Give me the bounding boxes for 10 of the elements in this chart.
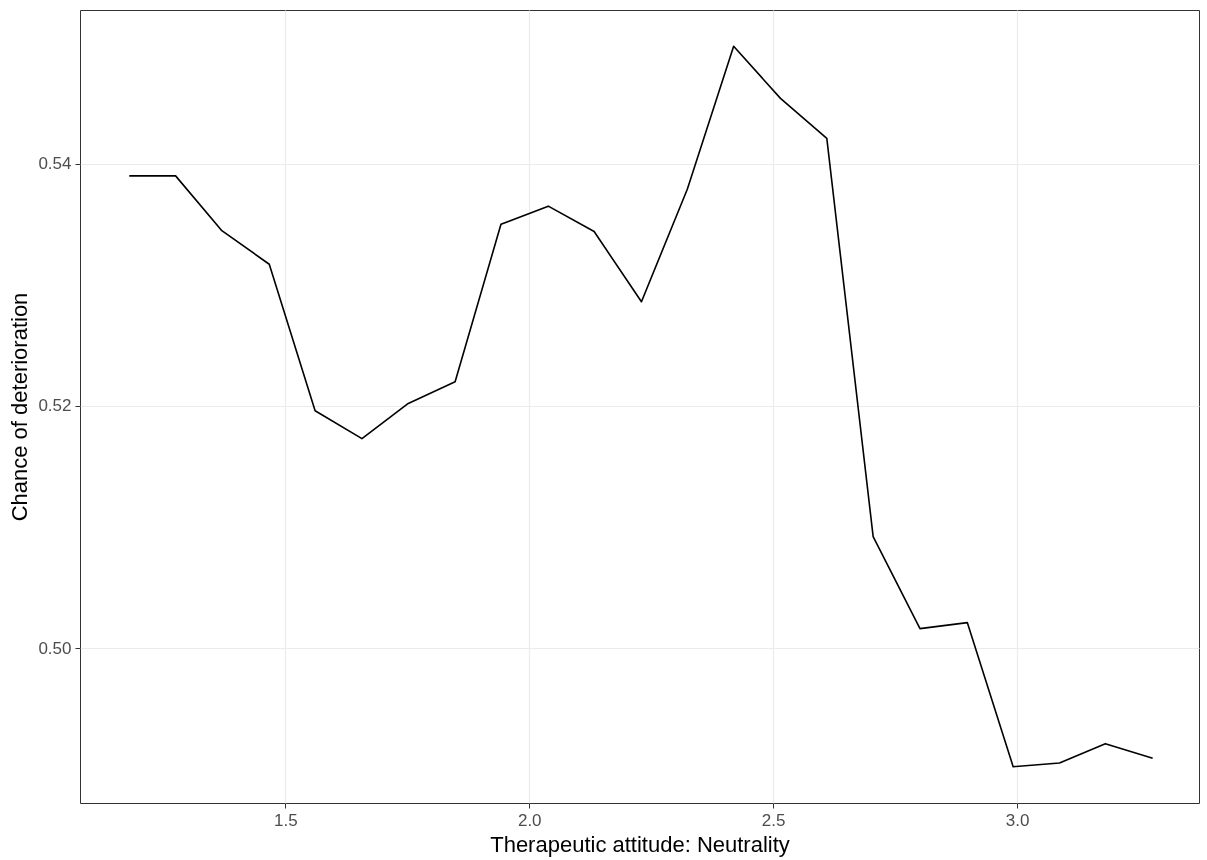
y-tick-label: 0.52: [38, 396, 72, 416]
y-tick-label: 0.50: [38, 638, 72, 658]
x-tick-label: 2.5: [761, 810, 786, 830]
y-tick-label: 0.54: [38, 154, 72, 174]
x-tick-label: 3.0: [1005, 810, 1030, 830]
x-tick-label: 2.0: [517, 810, 542, 830]
y-axis-title: Chance of deterioration: [7, 292, 33, 522]
x-axis-title: Therapeutic attitude: Neutrality: [490, 831, 790, 857]
x-tick-label: 1.5: [274, 810, 298, 830]
line-series: [128, 45, 1154, 768]
